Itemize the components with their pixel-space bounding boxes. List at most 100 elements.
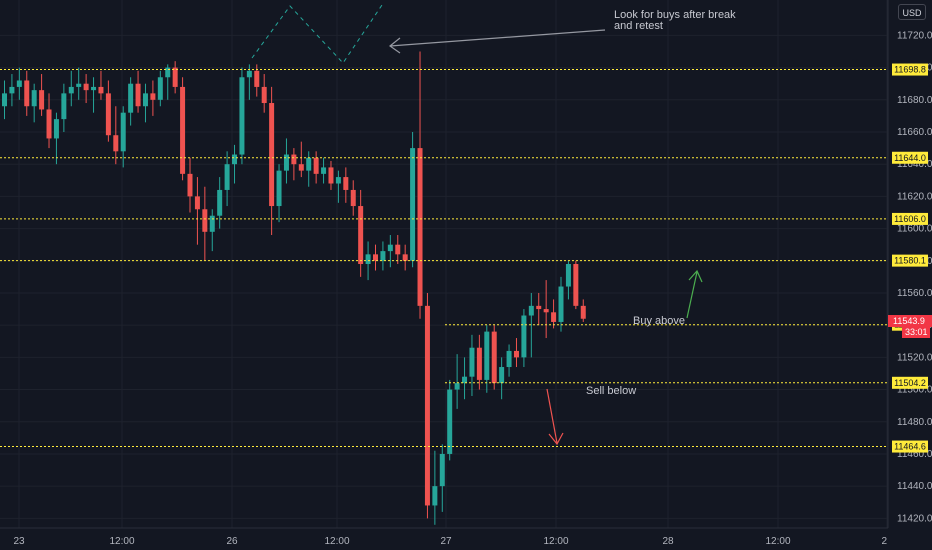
candle-body [313,157,319,174]
candle-body [31,90,37,107]
candle-body [417,148,423,306]
level-tag-bg [892,151,928,164]
candle-body [402,254,408,261]
candles-group [2,51,586,525]
candle-body [424,305,430,506]
candle-body [506,350,512,368]
candle-body [76,83,82,87]
annotation-top-note-line1[interactable]: Look for buys after break [614,9,736,21]
candle [536,292,542,326]
candle [261,74,267,113]
candle-body [180,86,186,174]
candle [113,106,119,165]
candle-body [298,164,304,171]
candle-body [9,86,15,94]
candle [432,450,438,525]
candle [306,151,312,187]
candle-body [276,170,282,207]
candle-body [565,264,571,287]
candle [180,77,186,181]
candle [439,444,445,512]
last-price-value: 11543.9 [893,316,925,326]
level-price-tags: 11698.811644.011606.011580.111540.311504… [892,63,928,453]
candle [543,280,549,339]
candle-body [68,86,74,94]
drawing-zigzag[interactable] [251,1,385,64]
time-tick-label: 12:00 [765,536,790,547]
candle-body [46,109,52,139]
candle [447,379,453,461]
level-tag-bg [892,254,928,267]
candle [217,177,223,229]
candle-body [135,83,141,107]
candle-body [224,164,230,190]
candle [350,180,356,216]
price-tick-label: 11440.0 [897,481,932,492]
candle-body [536,305,542,310]
candle-body [157,77,163,100]
candle [298,141,304,178]
time-tick-label: 12:00 [324,536,349,547]
candle [380,241,386,271]
candle [91,77,97,113]
candle-body [39,90,45,110]
candle [328,160,334,190]
candle-body [165,67,171,78]
candle [209,209,215,252]
price-tick-label: 11460.0 [897,449,932,460]
candle [150,80,156,116]
candle-body [16,80,22,87]
price-tick-label: 11520.0 [897,352,932,363]
candle [558,276,564,332]
buy-arrow[interactable] [686,269,703,319]
candle-body [513,350,519,358]
candle-body [521,315,527,358]
candle [83,74,89,104]
level-tag-label: 11464.6 [894,442,926,452]
candle [321,157,327,184]
candle [469,334,475,396]
candle [246,64,252,100]
candle-body [469,347,475,377]
candle-body [410,148,416,261]
candle-body [491,331,497,384]
candle-body [24,80,30,107]
candle-body [83,83,89,91]
candle-body [447,389,453,454]
candle [202,186,208,261]
candle [454,354,460,409]
candle-body [202,209,208,232]
candle [165,64,171,100]
candle-body [98,86,104,94]
candle-body [150,93,156,100]
candle [565,260,571,300]
candle [424,292,430,519]
candle-body [172,67,178,87]
time-tick-label: 26 [226,536,238,547]
time-tick-label: 27 [440,536,452,547]
candle-body [128,83,134,113]
time-axis[interactable]: 23 12:00 26 12:00 27 12:00 28 12:00 2 [13,536,887,547]
sell-arrow[interactable] [546,388,564,446]
annotation-sell-below[interactable]: Sell below [586,385,636,397]
arrow-to-top-note[interactable] [388,29,606,54]
candle-body [91,86,97,91]
annotation-top-note-line2[interactable]: and retest [614,20,663,32]
price-tick-label: 11480.0 [897,417,932,428]
candle [98,70,104,100]
time-tick-label: 12:00 [109,536,134,547]
candle [291,148,297,181]
candle [521,309,527,368]
currency-button[interactable]: USD [898,4,926,20]
candle [142,83,148,123]
candle-body [291,154,297,165]
candle [128,77,134,126]
price-tick-label: 11500.0 [897,385,932,396]
candle-body [558,286,564,322]
candle [395,235,401,264]
price-tick-label: 11680.0 [897,95,932,106]
candle-body [454,383,460,390]
annotation-buy-above[interactable]: Buy above [633,315,685,327]
candle-body [335,177,341,184]
